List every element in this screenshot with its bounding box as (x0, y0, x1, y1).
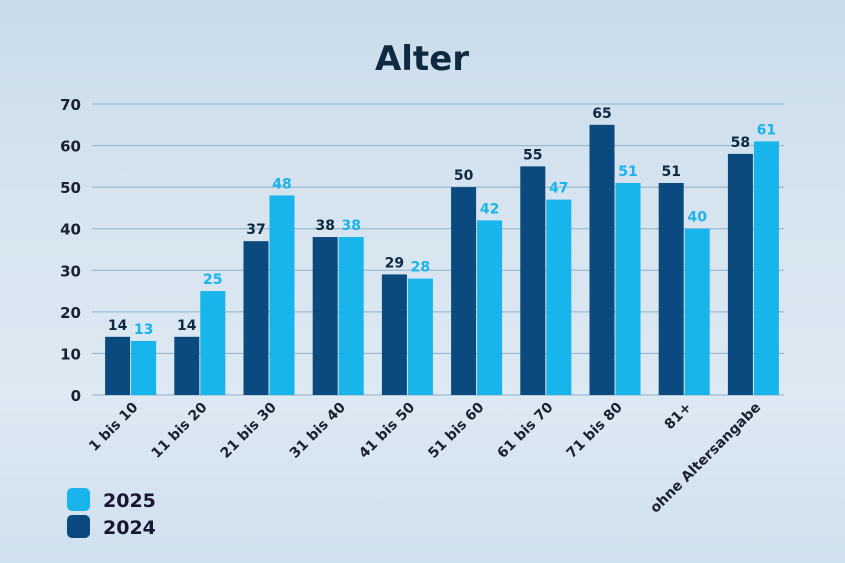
x-tick-label: 31 bis 40 (287, 399, 349, 461)
bar-2024 (658, 182, 684, 395)
y-tick-label: 60 (60, 138, 81, 156)
data-label-2025: 51 (618, 164, 637, 180)
bar-2025 (338, 237, 364, 395)
bar-2025 (477, 220, 503, 395)
data-label-2024: 38 (315, 218, 334, 234)
y-tick-label: 20 (60, 304, 81, 322)
data-label-2024: 14 (177, 318, 197, 334)
data-label-2025: 48 (272, 176, 291, 192)
bar-2025 (684, 228, 710, 395)
legend-swatch-2025 (67, 488, 90, 511)
bar-2024 (381, 274, 407, 395)
x-axis: 1 bis 10 11 bis 20 21 bis 30 31 bis 40 41 bi… (86, 399, 764, 516)
y-axis: 0 10 20 30 40 50 60 70 (60, 96, 81, 405)
bar-2024 (589, 124, 615, 396)
data-label-2024: 29 (385, 255, 404, 271)
data-label-2025: 40 (687, 210, 707, 226)
data-labels: 14 13 14 25 37 48 38 38 29 28 50 42 55 47 65 51 51 40 58 61 (108, 106, 776, 338)
data-label-2025: 25 (203, 272, 222, 288)
x-tick-label: 61 bis 70 (494, 399, 556, 461)
bar-2025 (200, 291, 226, 395)
bar-2024 (312, 237, 338, 395)
bar-2025 (407, 278, 433, 395)
data-label-2024: 37 (246, 222, 265, 238)
y-tick-label: 50 (60, 179, 81, 197)
bars (105, 124, 779, 396)
y-tick-label: 30 (60, 262, 81, 280)
data-label-2024: 50 (454, 168, 474, 184)
y-tick-label: 40 (60, 221, 81, 239)
legend-label-2024: 2024 (103, 517, 156, 539)
bar-2024 (451, 187, 477, 395)
data-label-2024: 51 (661, 164, 680, 180)
legend-swatch-2024 (67, 515, 90, 538)
data-label-2024: 14 (108, 318, 128, 334)
bar-2024 (243, 241, 269, 395)
bar-2025 (269, 195, 295, 395)
x-tick-label: 1 bis 10 (86, 399, 141, 454)
bar-2025 (615, 182, 641, 395)
y-tick-label: 0 (71, 387, 81, 405)
legend-label-2025: 2025 (103, 490, 156, 512)
x-tick-label: 11 bis 20 (148, 399, 210, 461)
x-tick-label: 21 bis 30 (218, 399, 280, 461)
x-tick-label: 81+ (662, 400, 695, 433)
bar-2025 (131, 340, 157, 395)
data-label-2025: 28 (411, 260, 430, 276)
data-label-2025: 42 (480, 201, 499, 217)
bar-2025 (753, 141, 779, 395)
legend: 2025 2024 (67, 488, 156, 539)
data-label-2025: 13 (134, 322, 153, 338)
data-label-2025: 61 (757, 122, 776, 138)
bar-2024 (174, 336, 200, 395)
x-tick-label: 51 bis 60 (425, 399, 487, 461)
x-tick-label: 71 bis 80 (564, 399, 626, 461)
y-tick-label: 10 (60, 345, 81, 363)
bar-2024 (105, 336, 131, 395)
y-tick-label: 70 (60, 96, 81, 114)
data-label-2024: 65 (592, 106, 611, 122)
bar-2024 (520, 166, 546, 395)
data-label-2025: 47 (549, 181, 568, 197)
data-label-2024: 58 (731, 135, 750, 151)
data-label-2025: 38 (341, 218, 360, 234)
chart-title: Alter (375, 39, 469, 79)
bar-2025 (546, 199, 572, 395)
x-tick-label: 41 bis 50 (356, 399, 418, 461)
bar-2024 (727, 153, 753, 395)
data-label-2024: 55 (523, 147, 542, 163)
